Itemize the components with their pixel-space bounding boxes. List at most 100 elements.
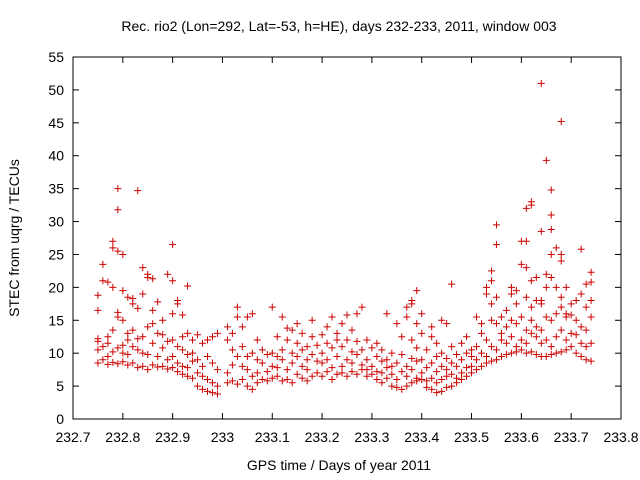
data-point bbox=[428, 374, 436, 382]
data-point bbox=[228, 361, 236, 369]
data-point bbox=[438, 376, 446, 384]
data-point bbox=[438, 349, 446, 357]
data-point bbox=[398, 350, 406, 358]
data-point bbox=[109, 358, 117, 366]
data-point bbox=[308, 316, 316, 324]
data-point bbox=[512, 287, 520, 295]
data-point bbox=[298, 329, 306, 337]
data-point bbox=[542, 283, 550, 291]
data-point bbox=[184, 350, 192, 358]
data-point bbox=[194, 331, 202, 339]
data-point bbox=[253, 369, 261, 377]
data-point bbox=[413, 344, 421, 352]
data-point bbox=[542, 352, 550, 360]
data-point bbox=[587, 313, 595, 321]
data-point bbox=[418, 356, 426, 364]
data-point bbox=[458, 356, 466, 364]
data-point bbox=[527, 348, 535, 356]
data-point bbox=[253, 356, 261, 364]
data-point bbox=[258, 376, 266, 384]
data-point bbox=[343, 372, 351, 380]
data-point bbox=[119, 358, 127, 366]
data-point bbox=[388, 382, 396, 390]
data-point bbox=[582, 356, 590, 364]
data-point bbox=[492, 320, 500, 328]
data-point bbox=[557, 257, 565, 265]
data-point bbox=[333, 352, 341, 360]
data-point bbox=[383, 356, 391, 364]
x-tick-label: 232.9 bbox=[155, 429, 190, 445]
x-tick-label: 233.4 bbox=[404, 429, 439, 445]
data-point bbox=[189, 336, 197, 344]
data-point bbox=[363, 366, 371, 374]
data-point bbox=[428, 323, 436, 331]
data-point bbox=[134, 364, 142, 372]
x-tick-label: 233.8 bbox=[603, 429, 638, 445]
data-point bbox=[552, 244, 560, 252]
data-point bbox=[497, 329, 505, 337]
data-point bbox=[99, 277, 107, 285]
data-point bbox=[213, 329, 221, 337]
data-point bbox=[328, 364, 336, 372]
data-point bbox=[433, 389, 441, 397]
data-point bbox=[468, 369, 476, 377]
data-point bbox=[308, 350, 316, 358]
data-point bbox=[248, 372, 256, 380]
data-point bbox=[184, 372, 192, 380]
data-point bbox=[423, 383, 431, 391]
data-point bbox=[104, 278, 112, 286]
data-point bbox=[373, 368, 381, 376]
data-point bbox=[208, 333, 216, 341]
data-point bbox=[552, 349, 560, 357]
data-point bbox=[248, 349, 256, 357]
data-point bbox=[507, 290, 515, 298]
data-point bbox=[283, 366, 291, 374]
data-point bbox=[433, 339, 441, 347]
data-point bbox=[393, 320, 401, 328]
y-tick-label: 0 bbox=[56, 411, 64, 427]
data-point bbox=[358, 346, 366, 354]
data-point bbox=[313, 357, 321, 365]
data-point bbox=[114, 185, 122, 193]
data-point bbox=[363, 372, 371, 380]
data-point bbox=[353, 310, 361, 318]
data-point bbox=[313, 369, 321, 377]
data-point bbox=[179, 346, 187, 354]
data-point bbox=[463, 333, 471, 341]
data-point bbox=[368, 370, 376, 378]
data-point bbox=[567, 300, 575, 308]
data-point bbox=[288, 326, 296, 334]
data-point bbox=[268, 349, 276, 357]
data-point bbox=[438, 387, 446, 395]
data-point bbox=[507, 316, 515, 324]
data-point bbox=[194, 382, 202, 390]
data-point bbox=[328, 376, 336, 384]
data-point bbox=[139, 362, 147, 370]
data-point bbox=[124, 293, 132, 301]
data-point bbox=[522, 349, 530, 357]
data-point bbox=[557, 293, 565, 301]
data-point bbox=[418, 369, 426, 377]
data-point bbox=[527, 329, 535, 337]
data-point bbox=[522, 204, 530, 212]
data-point bbox=[164, 356, 172, 364]
data-point bbox=[582, 343, 590, 351]
data-point bbox=[169, 241, 177, 249]
data-point bbox=[303, 343, 311, 351]
data-point bbox=[562, 336, 570, 344]
data-point bbox=[448, 370, 456, 378]
data-point bbox=[104, 339, 112, 347]
data-point bbox=[273, 333, 281, 341]
data-point bbox=[159, 316, 167, 324]
data-point bbox=[119, 341, 127, 349]
data-point bbox=[393, 383, 401, 391]
data-point bbox=[243, 352, 251, 360]
data-point bbox=[323, 368, 331, 376]
data-point bbox=[149, 339, 157, 347]
data-point bbox=[532, 333, 540, 341]
data-point bbox=[278, 346, 286, 354]
data-point bbox=[487, 357, 495, 365]
data-point bbox=[403, 382, 411, 390]
data-point bbox=[323, 356, 331, 364]
data-point bbox=[144, 350, 152, 358]
